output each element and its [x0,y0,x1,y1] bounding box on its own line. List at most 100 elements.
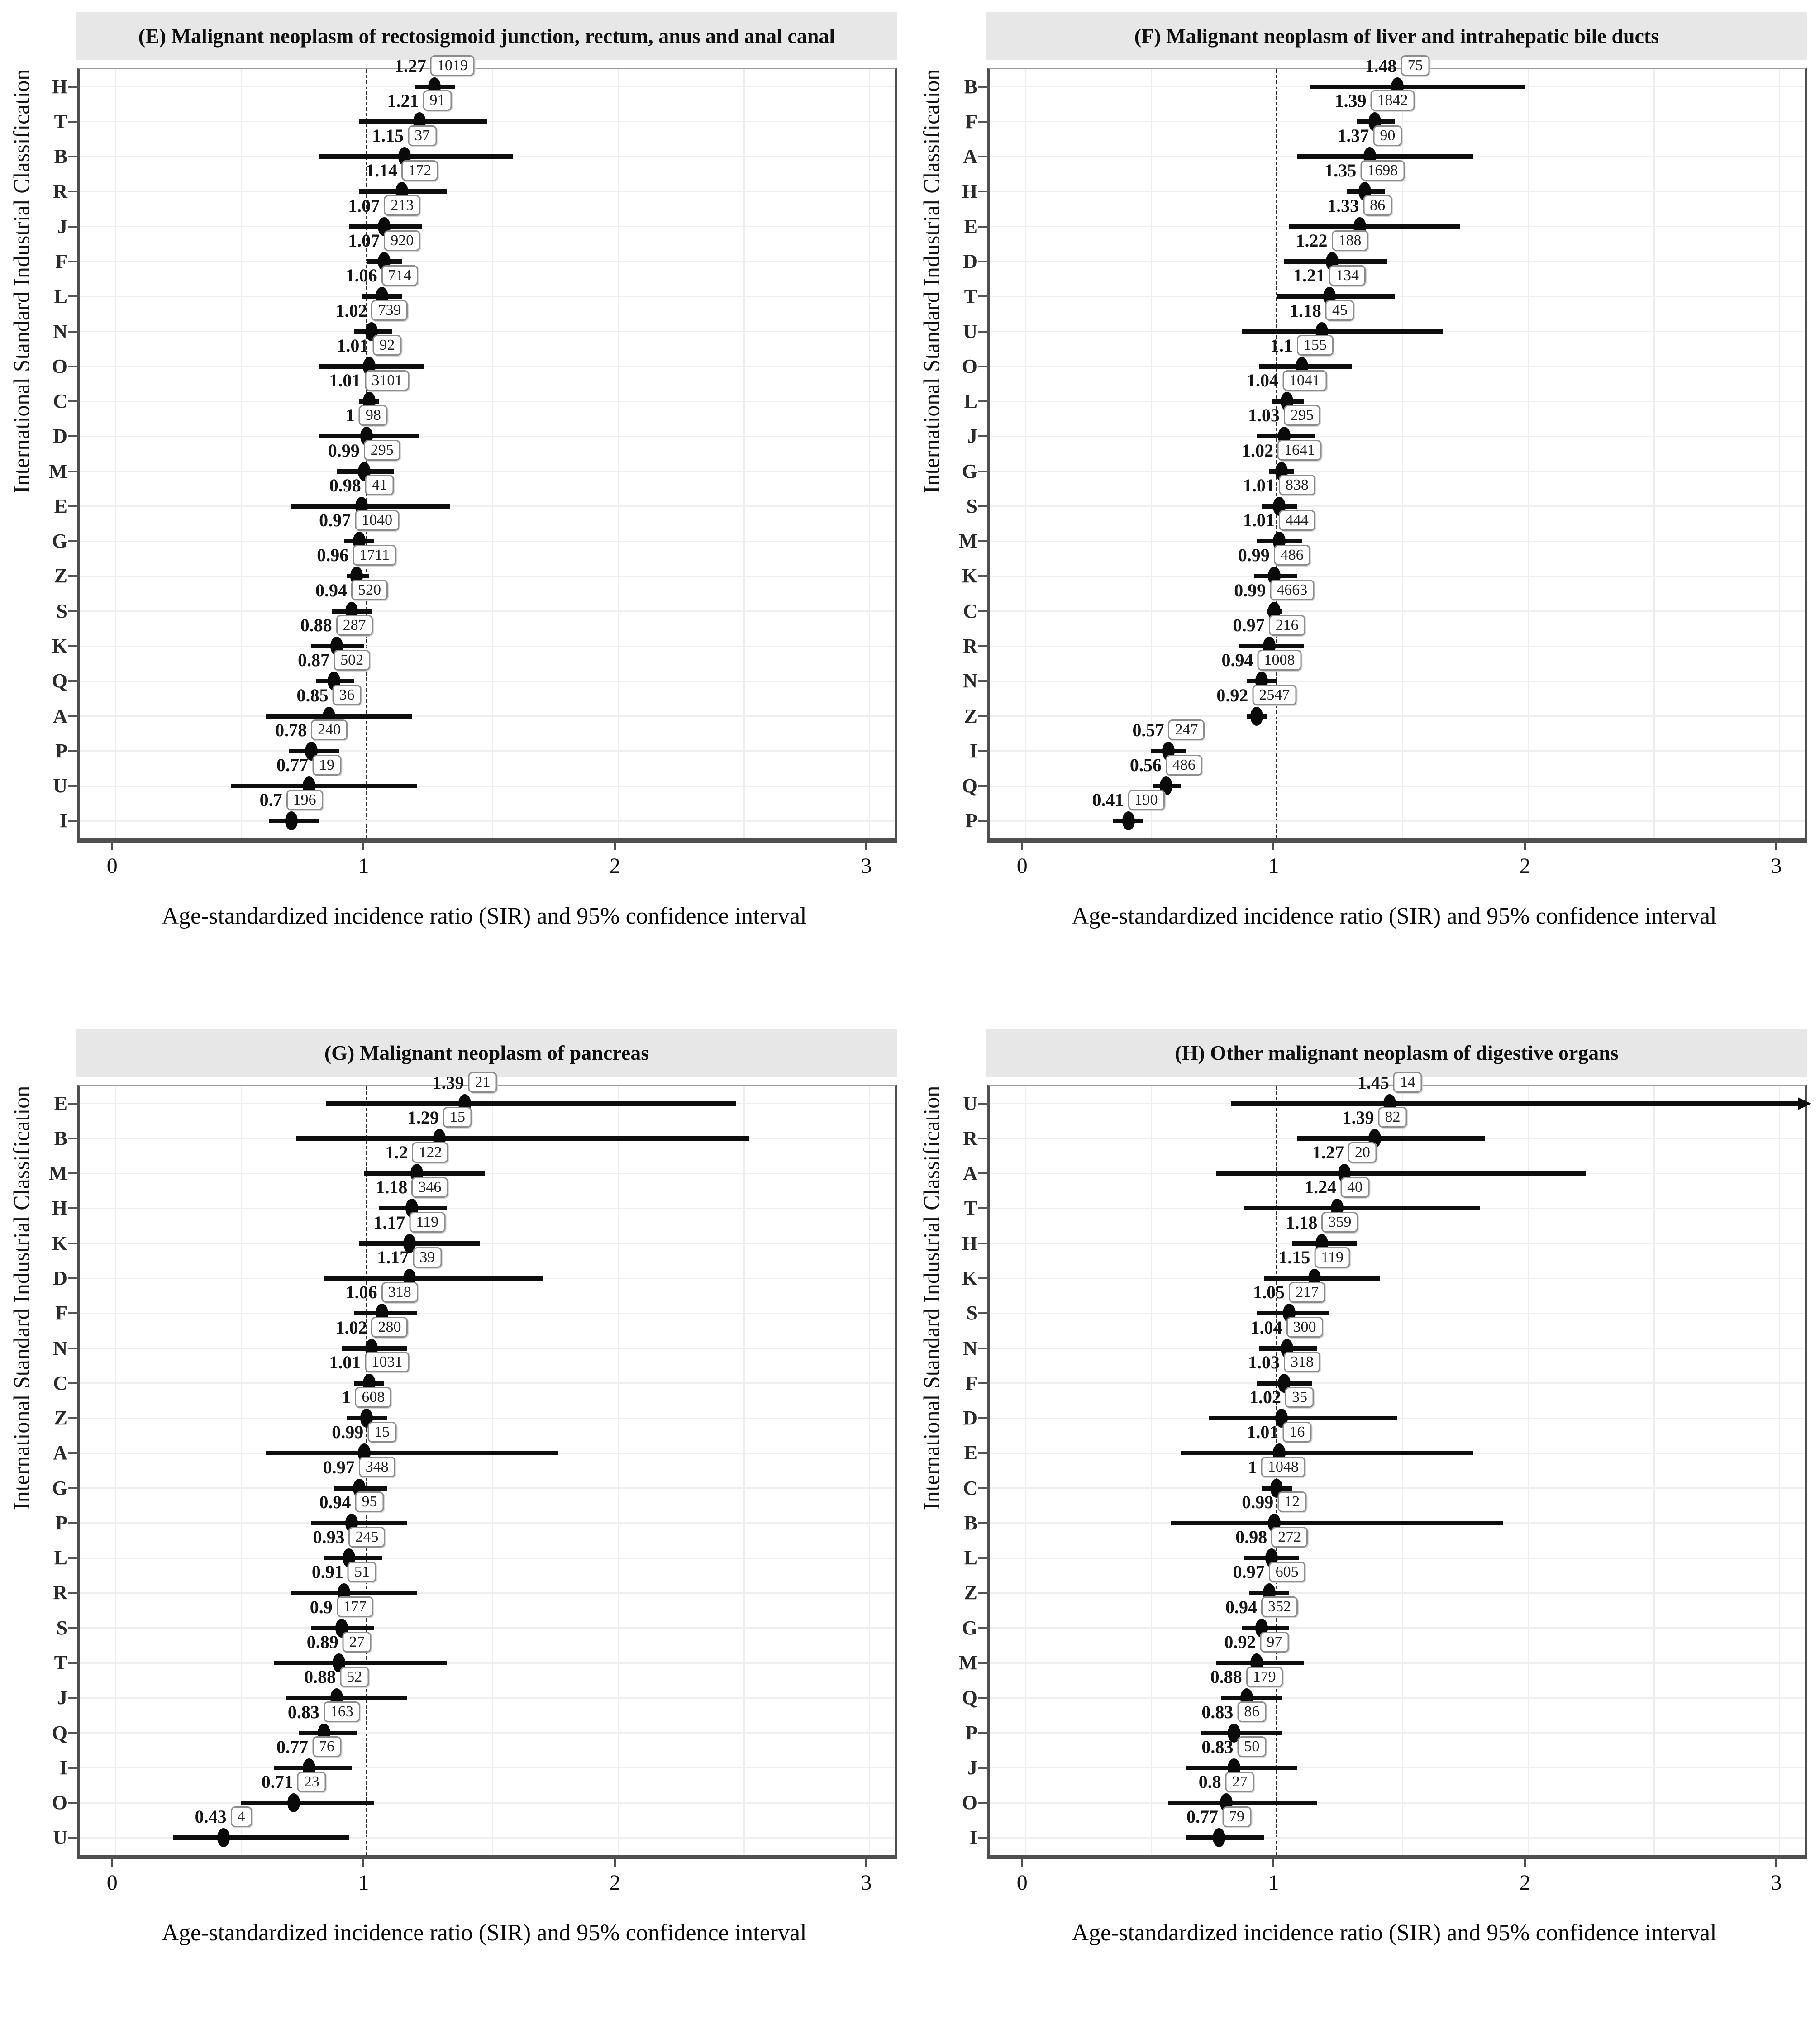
x-tick-mark [614,1858,616,1867]
point-label: 0.85 36 [297,685,362,706]
y-tick-mark [978,1172,990,1175]
case-count-badge: 119 [1314,1247,1351,1268]
case-count-badge: 4663 [1270,580,1315,601]
x-gridline [1653,1086,1655,1855]
case-count-badge: 486 [1273,544,1310,566]
row-gridline [80,1522,895,1524]
sir-value-label: 0.88 [1210,1667,1242,1687]
row-gridline [990,680,1805,682]
sir-value-label: 1.01 [329,1352,361,1372]
y-tick-mark [978,1382,990,1384]
ci-bar [311,1520,407,1525]
x-gridline [1402,1086,1404,1855]
sir-value-label: 0.99 [328,440,360,461]
point-label: 1.01 3101 [329,370,410,391]
row-gridline [990,1487,1805,1489]
category-tick-label: O [962,355,977,377]
point-label: 0.93 245 [313,1526,386,1548]
y-tick-mark [978,575,990,577]
sir-value-label: 0.57 [1132,719,1164,740]
sir-value-label: 1.17 [373,1212,405,1233]
y-tick-mark [978,295,990,298]
category-tick-label: U [53,1826,67,1849]
case-count-badge: 247 [1168,719,1205,741]
case-count-badge: 119 [409,1212,446,1233]
case-count-badge: 39 [413,1247,442,1268]
sir-value-label: 1.17 [377,1247,409,1267]
row-gridline [80,540,895,542]
case-count-badge: 346 [411,1177,448,1198]
case-count-badge: 295 [363,440,400,461]
sir-value-label: 1.39 [1342,1107,1374,1128]
category-tick-label: C [963,600,977,622]
sir-value-label: 1.15 [1278,1247,1310,1267]
row-gridline [990,191,1805,192]
y-tick-mark [68,715,80,717]
category-tick-label: Q [962,1686,977,1709]
ci-bar [1289,224,1460,229]
category-tick-label: N [963,1337,977,1359]
category-tick-label: D [53,1267,67,1289]
x-tick-mark [865,841,867,850]
category-tick-label: K [52,1232,67,1254]
y-tick-mark [68,1277,80,1279]
category-tick-label: A [53,1442,67,1464]
case-count-badge: 1019 [430,55,475,76]
sir-value-label: 1.07 [348,195,380,216]
sir-value-label: 0.88 [304,1667,336,1687]
ci-bar [1309,84,1526,89]
sir-value-label: 1.2 [385,1142,408,1163]
sir-value-label: 0.83 [1201,1736,1234,1757]
category-tick-label: I [969,1826,977,1849]
point-label: 0.96 1711 [317,544,396,566]
point-label: 1.18 346 [376,1177,448,1198]
case-count-badge: 318 [381,1281,418,1303]
y-tick-mark [978,1697,990,1699]
sir-value-label: 0.77 [276,1736,309,1757]
x-tick-mark [1524,1858,1526,1867]
point-label: 1.17 119 [373,1212,446,1233]
sir-value-label: 1.1 [1270,335,1293,356]
x-gridline [1653,69,1655,838]
point-label: 1.04 1041 [1247,370,1327,391]
category-tick-label: K [52,635,67,657]
case-count-badge: 52 [340,1666,369,1687]
sir-value-label: 1.01 [337,335,369,356]
case-count-badge: 838 [1278,475,1315,496]
y-tick-mark [68,365,80,367]
case-count-badge: 36 [332,685,362,706]
category-tick-label: A [963,145,977,168]
sir-value-label: 0.91 [311,1562,343,1582]
sir-value-label: 0.78 [275,719,307,740]
sir-value-label: 1.39 [1334,90,1367,111]
sir-value-label: 1.18 [376,1177,408,1198]
point-label: 1.02 739 [335,300,408,321]
row-gridline [80,471,895,472]
category-tick-label: O [52,355,67,377]
category-tick-label: B [54,145,67,168]
row-gridline [80,750,895,752]
point-label: 0.88 179 [1210,1666,1283,1687]
case-count-badge: 3101 [365,370,410,391]
row-gridline [990,610,1805,612]
case-count-badge: 1842 [1370,90,1415,111]
point-label: 1.18 45 [1290,300,1354,321]
panel-title: (G) Malignant neoplasm of pancreas [76,1029,897,1077]
sir-value-label: 1 [345,405,355,426]
y-tick-mark [978,435,990,438]
forest-panel-g: International Standard Industrial Classi… [0,1017,910,2034]
y-tick-mark [978,1452,990,1454]
case-count-badge: 295 [1284,405,1320,426]
sir-value-label: 1.02 [1249,1387,1281,1408]
category-tick-label: M [958,1652,977,1674]
point-label: 1.07 920 [348,230,421,251]
point-marker [285,811,298,831]
row-gridline [80,1348,895,1349]
x-gridline [240,69,242,838]
row-gridline [990,1382,1805,1384]
case-count-badge: 97 [1260,1631,1289,1653]
x-tick-mark [362,841,365,850]
category-tick-label: E [964,1442,977,1464]
